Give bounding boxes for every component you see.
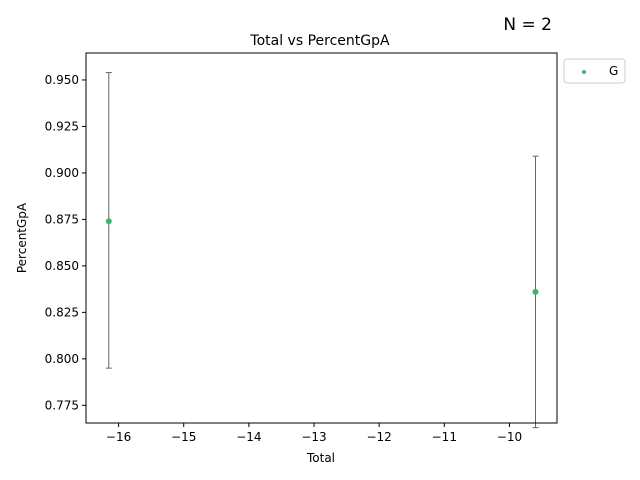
y-axis-label: PercentGpA [15,202,29,273]
x-axis-label: Total [306,451,335,465]
plot-marks [105,72,539,429]
x-tick-label: −13 [301,430,326,444]
y-tick-label: 0.775 [45,398,79,412]
plot-frame [85,52,558,424]
y-tick-label: 0.875 [45,212,79,226]
x-tick-label: −14 [236,430,261,444]
x-tick-label: −12 [366,430,391,444]
sample-size-annotation: N = 2 [503,15,552,35]
x-tick-label: −10 [497,430,522,444]
y-tick-label: 0.850 [45,259,79,273]
legend: G [563,58,626,84]
legend-label: G [609,64,618,78]
y-tick-label: 0.825 [45,305,79,319]
legend-marker [582,70,586,74]
x-axis: −16 −15 −14 −13 −12 −11 −10 [106,423,522,444]
data-point [105,218,112,225]
x-tick-label: −15 [171,430,196,444]
y-tick-label: 0.925 [45,119,79,133]
chart-title: Total vs PercentGpA [249,33,390,49]
y-tick-label: 0.900 [45,166,79,180]
y-axis: 0.775 0.800 0.825 0.850 0.875 0.900 0.925 0.950 [45,73,86,412]
data-point [532,288,539,295]
y-tick-label: 0.800 [45,352,79,366]
legend-frame [563,58,626,84]
x-tick-label: −16 [106,430,131,444]
x-tick-label: −11 [432,430,457,444]
y-tick-label: 0.950 [45,73,79,87]
